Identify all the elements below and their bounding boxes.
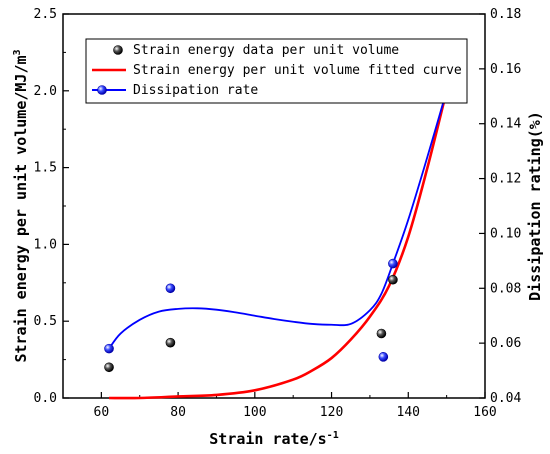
x-tick-label: 140: [397, 405, 420, 420]
y-left-tick-label: 0.0: [34, 391, 57, 406]
y-left-axis-title: Strain energy per unit volume/MJ/m3: [12, 49, 30, 362]
fitted-curve-line: [109, 90, 448, 400]
y-right-tick-label: 0.10: [490, 226, 521, 241]
y-right-tick-label: 0.06: [490, 336, 521, 351]
y-left-tick-label: 1.5: [34, 161, 57, 176]
x-axis-title: Strain rate/s-1: [209, 430, 338, 448]
legend: Strain energy data per unit volume Strai…: [85, 38, 468, 104]
x-tick-label: 120: [320, 405, 343, 420]
strain-energy-data-point: [388, 274, 398, 285]
x-tick-label: 100: [243, 405, 266, 420]
x-tick-label: 60: [94, 405, 110, 420]
dissipation-rate-point: [104, 343, 114, 354]
y-left-tick-label: 2.5: [34, 7, 57, 22]
y-left-tick-label: 1.0: [34, 237, 57, 252]
legend-marker-strain-energy-data: [113, 45, 123, 55]
legend-label-strain-energy-data: Strain energy data per unit volume: [133, 43, 399, 58]
x-axis-ticks: 60 80 100 120 140 160: [62, 392, 497, 420]
dissipation-rate-point: [165, 283, 176, 294]
y-right-tick-label: 0.16: [490, 62, 521, 77]
y-right-tick-label: 0.04: [490, 391, 521, 406]
strain-energy-data-point: [104, 362, 114, 373]
x-tick-label: 160: [473, 405, 496, 420]
strain-energy-data-point: [165, 337, 176, 348]
dissipation-rate-point: [378, 352, 389, 362]
y-left-tick-label: 2.0: [34, 84, 57, 99]
y-right-tick-label: 0.14: [490, 117, 521, 132]
legend-label-fitted-curve: Strain energy per unit volume fitted cur…: [133, 63, 462, 78]
y-right-axis-ticks: 0.04 0.06 0.08 0.10 0.12 0.14 0.16 0.18: [479, 7, 521, 406]
y-left-axis-ticks: 0.0 0.5 1.0 1.5 2.0 2.5: [34, 7, 69, 406]
x-tick-label: 80: [170, 405, 186, 420]
dissipation-rate-line: [108, 90, 448, 350]
dissipation-rate-point: [388, 258, 398, 269]
strain-energy-data-point: [376, 328, 387, 339]
y-right-tick-label: 0.18: [490, 7, 521, 22]
legend-box: [85, 38, 468, 104]
y-right-tick-label: 0.08: [490, 281, 521, 296]
y-right-axis-title: Dissipation rating(%): [526, 111, 544, 301]
legend-marker-dissipation-rate: [97, 85, 107, 95]
series-layer: [104, 90, 448, 400]
y-right-tick-label: 0.12: [490, 172, 521, 187]
legend-label-dissipation-rate: Dissipation rate: [133, 83, 258, 98]
y-left-tick-label: 0.5: [34, 314, 57, 329]
